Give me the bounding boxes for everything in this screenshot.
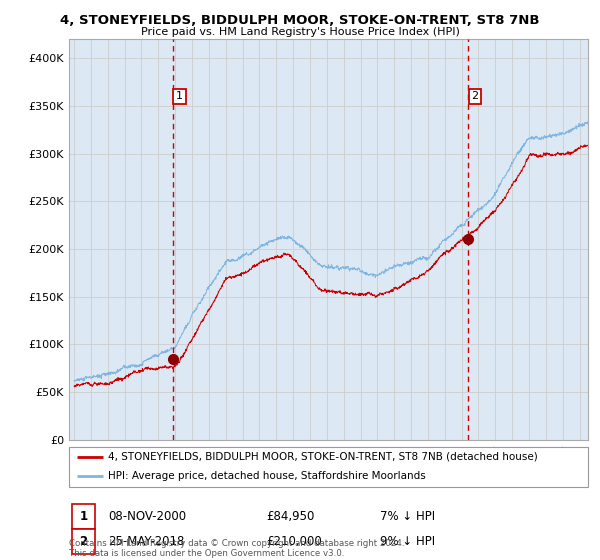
Text: 08-NOV-2000: 08-NOV-2000	[108, 510, 186, 522]
Text: HPI: Average price, detached house, Staffordshire Moorlands: HPI: Average price, detached house, Staf…	[108, 471, 425, 481]
Text: 1: 1	[79, 510, 88, 522]
Text: 2: 2	[79, 535, 88, 548]
Text: 2: 2	[472, 91, 479, 101]
Text: £84,950: £84,950	[266, 510, 314, 522]
Text: £210,000: £210,000	[266, 535, 322, 548]
Text: 4, STONEYFIELDS, BIDDULPH MOOR, STOKE-ON-TRENT, ST8 7NB (detached house): 4, STONEYFIELDS, BIDDULPH MOOR, STOKE-ON…	[108, 452, 538, 462]
FancyBboxPatch shape	[71, 529, 95, 554]
Text: 7% ↓ HPI: 7% ↓ HPI	[380, 510, 436, 522]
Text: 1: 1	[176, 91, 183, 101]
Text: Price paid vs. HM Land Registry's House Price Index (HPI): Price paid vs. HM Land Registry's House …	[140, 27, 460, 37]
FancyBboxPatch shape	[69, 447, 588, 487]
Text: Contains HM Land Registry data © Crown copyright and database right 2024.
This d: Contains HM Land Registry data © Crown c…	[69, 539, 404, 558]
Text: 9% ↓ HPI: 9% ↓ HPI	[380, 535, 436, 548]
Text: 25-MAY-2018: 25-MAY-2018	[108, 535, 184, 548]
FancyBboxPatch shape	[71, 503, 95, 529]
Text: 4, STONEYFIELDS, BIDDULPH MOOR, STOKE-ON-TRENT, ST8 7NB: 4, STONEYFIELDS, BIDDULPH MOOR, STOKE-ON…	[60, 14, 540, 27]
